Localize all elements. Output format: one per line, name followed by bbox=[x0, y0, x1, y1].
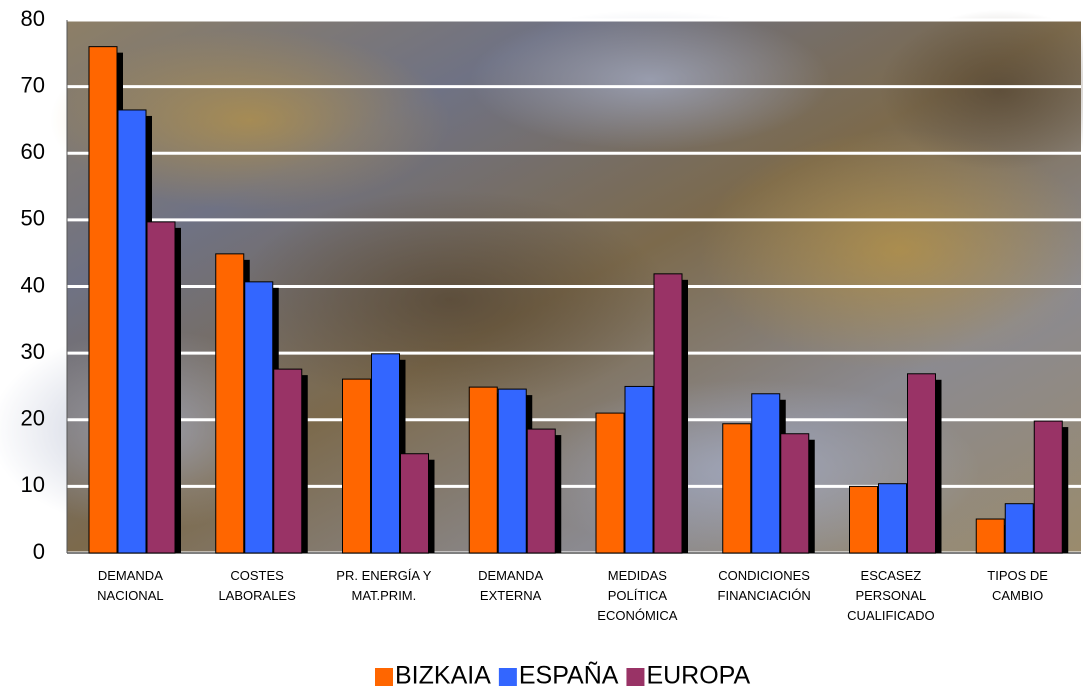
x-tick-label: DEMANDA NACIONAL bbox=[97, 568, 163, 603]
bar bbox=[146, 221, 176, 554]
x-tick-label: MEDIDAS POLÍTICA ECONÓMICA bbox=[597, 568, 678, 623]
bar bbox=[751, 393, 781, 554]
legend-swatch bbox=[375, 668, 393, 686]
bar bbox=[722, 423, 752, 554]
x-tick-label: DEMANDA EXTERNA bbox=[478, 568, 543, 603]
bar bbox=[1004, 503, 1034, 554]
legend-swatch bbox=[626, 668, 645, 686]
y-tick-label: 10 bbox=[21, 472, 45, 497]
bar bbox=[88, 46, 118, 554]
y-tick-label: 0 bbox=[33, 539, 45, 564]
legend-swatch bbox=[498, 668, 517, 686]
y-tick-label: 50 bbox=[21, 206, 45, 231]
legend-label: EUROPA bbox=[646, 662, 750, 690]
bar bbox=[400, 453, 429, 554]
x-tick-label: COSTES LABORALES bbox=[218, 568, 296, 603]
legend-label: BIZKAIA bbox=[395, 662, 491, 690]
bar bbox=[780, 433, 810, 554]
bar bbox=[975, 518, 1005, 554]
y-tick-label: 70 bbox=[21, 72, 45, 97]
bar bbox=[117, 109, 147, 554]
bar bbox=[497, 388, 527, 554]
x-tick-label: ESCASEZ PERSONAL CUALIFICADO bbox=[847, 568, 934, 623]
bar bbox=[371, 353, 400, 554]
bar bbox=[1033, 420, 1063, 554]
bar bbox=[653, 273, 683, 554]
legend-label: ESPAÑA bbox=[519, 661, 619, 690]
y-tick-label: 40 bbox=[21, 272, 45, 297]
bar bbox=[244, 281, 274, 554]
x-tick-label: CONDICIONES FINANCIACIÓN bbox=[718, 568, 811, 603]
y-tick-label: 30 bbox=[21, 339, 45, 364]
bar bbox=[624, 385, 654, 554]
bar bbox=[342, 378, 371, 554]
bar bbox=[907, 373, 936, 554]
bar bbox=[526, 428, 556, 554]
bar bbox=[878, 483, 907, 554]
y-tick-label: 80 bbox=[21, 6, 45, 31]
bar bbox=[849, 485, 878, 554]
bar bbox=[215, 253, 245, 554]
y-tick-label: 60 bbox=[21, 139, 45, 164]
x-tick-label: PR. ENERGÍA Y MAT.PRIM. bbox=[336, 568, 431, 603]
bar bbox=[468, 386, 498, 554]
bar bbox=[273, 368, 303, 554]
x-tick-label: TIPOS DE CAMBIO bbox=[987, 568, 1048, 603]
bar bbox=[595, 412, 625, 554]
y-tick-label: 20 bbox=[21, 406, 45, 431]
